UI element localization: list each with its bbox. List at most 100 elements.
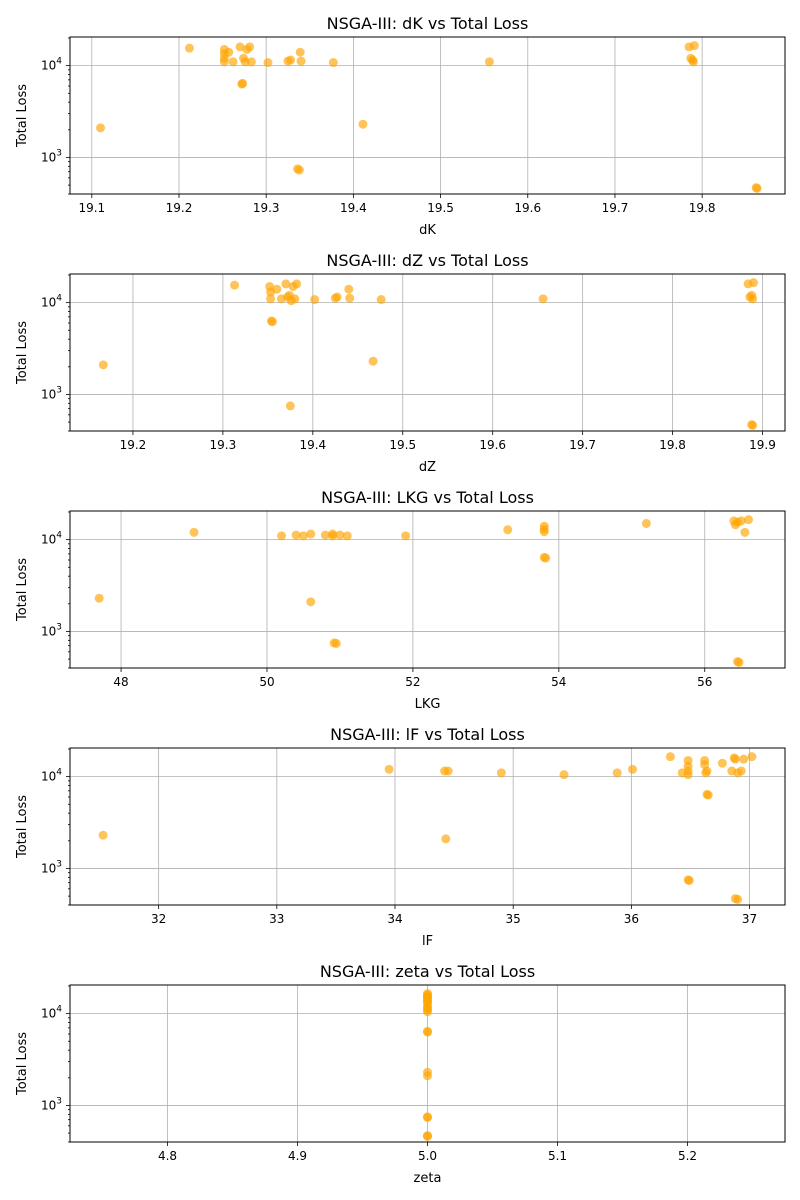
y-axis-label: Total Loss — [15, 558, 30, 622]
x-tick-label: 4.8 — [158, 1149, 177, 1163]
chart-title: NSGA-III: lF vs Total Loss — [330, 725, 525, 744]
x-tick-label: 48 — [113, 675, 128, 689]
x-tick-label: 5.1 — [548, 1149, 567, 1163]
x-tick-label: 32 — [151, 912, 166, 926]
scatter-point — [335, 530, 345, 540]
scatter-point — [219, 57, 229, 67]
scatter-point — [749, 278, 759, 288]
scatter-point — [98, 360, 108, 370]
scatter-point — [736, 516, 746, 526]
scatter-point — [230, 280, 240, 290]
scatter-point — [443, 766, 453, 776]
scatter-point — [306, 529, 316, 539]
y-tick-label: 104 — [41, 531, 62, 547]
x-axis-label: dK — [419, 223, 436, 238]
y-tick-label: 103 — [41, 1096, 62, 1112]
scatter-point — [310, 295, 320, 305]
scatter-point — [266, 294, 276, 304]
scatter-point — [503, 525, 513, 535]
y-axis-label: Total Loss — [15, 1032, 30, 1096]
scatter-point — [328, 529, 338, 539]
scatter-point — [235, 42, 245, 52]
x-tick-label: 5.0 — [418, 1149, 437, 1163]
scatter-point — [384, 764, 394, 774]
scatter-point — [628, 764, 638, 774]
scatter-point — [328, 58, 338, 68]
scatter-point — [612, 768, 622, 778]
chart-title: NSGA-III: dK vs Total Loss — [327, 14, 529, 33]
y-tick-label: 103 — [41, 385, 62, 401]
scatter-point — [286, 55, 296, 65]
scatter-point — [342, 531, 352, 541]
plot-frame — [69, 36, 786, 195]
chart-title: NSGA-III: LKG vs Total Loss — [321, 488, 534, 507]
scatter-point — [734, 657, 744, 667]
scatter-point — [665, 752, 675, 762]
y-axis-label: Total Loss — [15, 795, 30, 859]
x-tick-label: 33 — [269, 912, 284, 926]
scatter-point — [539, 527, 549, 537]
scatter-point — [541, 553, 551, 563]
plot-frame — [69, 747, 786, 906]
scatter-point — [298, 531, 308, 541]
scatter-point — [281, 279, 291, 289]
scatter-point — [345, 293, 355, 303]
x-tick-label: 19.9 — [749, 438, 776, 452]
x-tick-label: 19.2 — [166, 201, 193, 215]
scatter-point — [189, 527, 199, 537]
chart-panel-5: 4.8 4.9 5.0 5.1 5.2 103 104 NSGA-III: zeta vs T… — [15, 962, 786, 1186]
x-tick-label: 19.6 — [479, 438, 506, 452]
x-tick-label: 19.1 — [78, 201, 105, 215]
x-tick-label: 19.3 — [210, 438, 237, 452]
scatter-point — [736, 766, 746, 776]
scatter-point — [752, 183, 762, 193]
scatter-point — [246, 57, 256, 67]
plot-frame — [69, 510, 786, 669]
scatter-point — [717, 758, 727, 768]
scatter-point — [224, 47, 234, 57]
x-tick-label: 19.3 — [253, 201, 280, 215]
scatter-point — [423, 1007, 432, 1017]
scatter-point — [748, 294, 758, 304]
scatter-point — [263, 58, 273, 68]
chart-title: NSGA-III: dZ vs Total Loss — [326, 251, 528, 270]
y-tick-label: 104 — [41, 768, 62, 784]
scatter-point — [423, 1071, 432, 1081]
scatter-point — [683, 770, 693, 780]
y-tick-label: 103 — [41, 148, 62, 164]
scatter-point — [238, 78, 248, 88]
x-tick-label: 19.2 — [120, 438, 147, 452]
scatter-point — [358, 119, 368, 129]
scatter-point — [733, 894, 743, 904]
scatter-point — [744, 515, 754, 525]
x-tick-label: 36 — [624, 912, 639, 926]
x-tick-label: 50 — [259, 675, 274, 689]
chart-panel-1: 19.1 19.2 19.3 19.4 19.5 19.6 19.7 19.8 103 104 NS… — [15, 14, 786, 238]
scatter-point — [703, 790, 713, 800]
x-tick-label: 5.2 — [678, 1149, 697, 1163]
scatter-point — [272, 284, 282, 294]
chart-title: NSGA-III: zeta vs Total Loss — [320, 962, 535, 981]
scatter-point — [423, 1112, 432, 1122]
scatter-point — [98, 830, 108, 840]
scatter-point — [441, 834, 451, 844]
scatter-point — [538, 294, 548, 304]
x-tick-label: 19.8 — [659, 438, 686, 452]
y-tick-label: 103 — [41, 622, 62, 638]
x-tick-label: 19.5 — [389, 438, 416, 452]
scatter-point — [748, 420, 758, 430]
plot-frame — [69, 273, 786, 432]
x-axis-label: lF — [422, 934, 433, 949]
chart-panel-2: 19.2 19.3 19.4 19.5 19.6 19.7 19.8 19.9 103 104 NS… — [15, 251, 786, 475]
x-axis-label: dZ — [419, 460, 436, 475]
y-axis-label: Total Loss — [15, 84, 30, 148]
scatter-point — [702, 766, 712, 776]
scatter-point — [689, 41, 699, 51]
scatter-point — [295, 47, 305, 57]
x-tick-label: 19.8 — [689, 201, 716, 215]
scatter-point — [401, 531, 411, 541]
scatter-point — [320, 530, 330, 540]
scatter-point — [285, 401, 295, 411]
scatter-point — [306, 597, 316, 607]
